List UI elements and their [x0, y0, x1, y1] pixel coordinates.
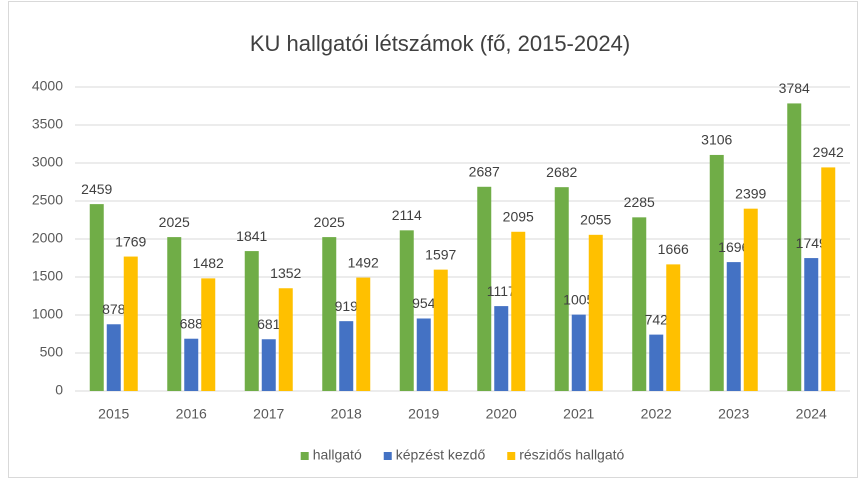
bar [184, 338, 199, 391]
data-label: 3106 [701, 132, 732, 148]
x-tick-label: 2021 [563, 406, 594, 422]
bar [821, 167, 836, 391]
data-label: 2942 [813, 144, 844, 160]
data-label: 681 [257, 316, 281, 332]
x-tick-label: 2016 [176, 406, 207, 422]
data-label: 3784 [779, 80, 810, 96]
bar [278, 288, 293, 391]
data-label: 1482 [193, 255, 224, 271]
bar [416, 318, 431, 391]
bar [726, 262, 741, 391]
legend-label: hallgató [313, 447, 362, 463]
data-label: 1005 [563, 291, 594, 307]
legend-label: képzést kezdő [396, 447, 486, 463]
y-tick-label: 2500 [32, 192, 63, 208]
legend-swatch [383, 452, 392, 460]
data-label: 1352 [270, 265, 301, 281]
data-label: 1696 [718, 239, 749, 255]
data-label: 688 [180, 315, 204, 331]
bar [399, 230, 414, 391]
bar [494, 306, 509, 391]
bar [804, 258, 819, 391]
data-label: 742 [645, 311, 669, 327]
bar [106, 324, 121, 391]
bar [787, 103, 802, 391]
legend-swatch [507, 452, 516, 460]
data-label: 1117 [487, 283, 516, 299]
bar [201, 278, 216, 391]
bar [123, 256, 138, 391]
y-tick-label: 3000 [32, 154, 63, 170]
bar [709, 154, 724, 391]
x-tick-label: 2015 [98, 406, 129, 422]
data-label: 2025 [314, 214, 345, 230]
bar [743, 208, 758, 391]
bar [666, 264, 681, 391]
bar [511, 231, 526, 391]
data-label: 878 [102, 301, 126, 317]
y-tick-label: 3500 [32, 116, 63, 132]
data-label: 954 [412, 295, 436, 311]
y-tick-label: 2000 [32, 230, 63, 246]
bar [89, 204, 104, 391]
bar [356, 277, 371, 391]
data-label: 1492 [348, 254, 379, 270]
bar [571, 314, 586, 391]
data-label: 2399 [735, 185, 766, 201]
bar [649, 334, 664, 391]
data-label: 1666 [658, 241, 689, 257]
bar [244, 251, 259, 391]
y-tick-label: 0 [55, 382, 63, 398]
chart-title: KU hallgatói létszámok (fő, 2015-2024) [250, 31, 630, 56]
data-label: 2095 [503, 208, 534, 224]
x-tick-label: 2017 [253, 406, 284, 422]
data-label: 1769 [115, 233, 146, 249]
y-tick-label: 1000 [32, 306, 63, 322]
data-label: 919 [335, 298, 359, 314]
bar [322, 237, 337, 391]
data-label: 1597 [425, 246, 456, 262]
bar [477, 186, 492, 391]
x-tick-label: 2023 [718, 406, 749, 422]
y-tick-label: 500 [40, 344, 64, 360]
x-tick-label: 2019 [408, 406, 439, 422]
y-tick-label: 4000 [32, 78, 63, 94]
bar [261, 339, 276, 391]
data-label: 2025 [159, 214, 190, 230]
bar [339, 321, 354, 391]
bar [433, 269, 448, 391]
x-tick-label: 2018 [331, 406, 362, 422]
bar [554, 187, 569, 391]
bar [588, 234, 603, 391]
legend-swatch [300, 452, 309, 460]
data-label: 2687 [469, 163, 500, 179]
bar [632, 217, 647, 391]
data-label: 2682 [546, 164, 577, 180]
x-tick-label: 2020 [486, 406, 517, 422]
data-label: 1841 [236, 228, 267, 244]
x-tick-label: 2024 [796, 406, 827, 422]
data-label: 2114 [392, 207, 422, 223]
data-label: 2055 [580, 212, 611, 228]
data-label: 2459 [81, 181, 112, 197]
y-tick-label: 1500 [32, 268, 63, 284]
x-tick-label: 2022 [641, 406, 672, 422]
data-label: 1749 [796, 235, 827, 251]
bar [167, 237, 182, 391]
data-label: 2285 [624, 194, 655, 210]
legend-label: részidős hallgató [519, 447, 624, 463]
